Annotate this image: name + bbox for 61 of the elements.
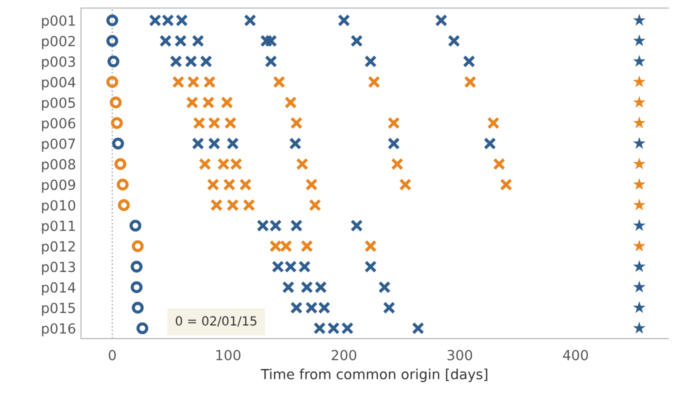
- y-tick-label: p002: [42, 36, 75, 50]
- point: [264, 55, 278, 68]
- point: [290, 302, 303, 314]
- point: [112, 138, 124, 150]
- point: [108, 56, 120, 68]
- y-tick-label: p014: [42, 282, 76, 296]
- point: [290, 219, 303, 232]
- point: [633, 301, 646, 314]
- point: [159, 34, 172, 48]
- y-tick-label: p015: [42, 302, 75, 316]
- y-tick-label: p004: [42, 76, 76, 90]
- point: [192, 137, 204, 150]
- point: [106, 34, 118, 47]
- point: [130, 281, 143, 294]
- point: [130, 220, 142, 232]
- point: [282, 281, 295, 294]
- point: [364, 260, 377, 273]
- point: [633, 34, 646, 46]
- point: [378, 281, 391, 294]
- point: [633, 136, 646, 149]
- point: [170, 55, 182, 68]
- y-tick-label: p010: [42, 200, 76, 214]
- y-tick-label: p007: [42, 138, 75, 152]
- point: [208, 137, 220, 150]
- point: [633, 54, 646, 67]
- point: [226, 137, 239, 150]
- point: [132, 302, 144, 314]
- point: [633, 322, 646, 334]
- x-tick-label: 100: [216, 350, 240, 360]
- x-tick-label: 0: [108, 350, 116, 360]
- y-tick-label: p005: [42, 97, 75, 111]
- y-tick-label: p003: [42, 56, 76, 70]
- point: [130, 260, 143, 273]
- point: [136, 322, 148, 334]
- x-tick-label: 400: [563, 350, 588, 360]
- point: [289, 137, 302, 150]
- point: [200, 55, 212, 68]
- y-tick-label: p011: [42, 220, 75, 234]
- point: [174, 34, 187, 48]
- x-axis-title: Time from common origin [days]: [260, 368, 488, 382]
- point: [192, 34, 204, 48]
- point: [633, 280, 646, 293]
- y-tick-label: p008: [42, 159, 76, 172]
- point: [633, 260, 646, 272]
- x-tick-label: 200: [332, 350, 356, 360]
- point: [412, 322, 424, 334]
- point: [244, 14, 256, 27]
- point: [633, 219, 646, 231]
- y-tick-label: p001: [42, 15, 75, 29]
- point: [382, 302, 396, 314]
- annotation: 0 = 02/01/15: [176, 316, 256, 327]
- y-tick-label: p009: [42, 180, 76, 193]
- point: [633, 14, 646, 26]
- point: [106, 14, 118, 26]
- x-tick-label: 300: [448, 350, 472, 360]
- y-tick-label: p016: [42, 323, 76, 336]
- y-tick-label: p006: [42, 118, 76, 132]
- y-tick-label: p012: [42, 241, 75, 254]
- point: [184, 55, 198, 68]
- point: [350, 219, 363, 232]
- y-tick-label: p013: [42, 262, 76, 275]
